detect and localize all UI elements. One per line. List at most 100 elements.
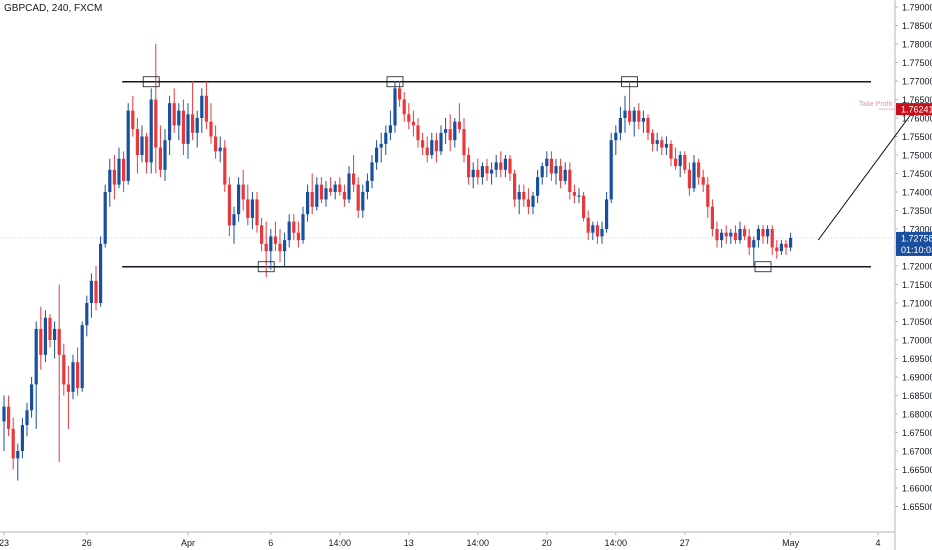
candle-body: [605, 199, 609, 229]
y-tick-label: 1.70500: [902, 317, 932, 327]
candle-body: [283, 240, 287, 252]
candle-body: [660, 140, 664, 148]
candle-body: [407, 114, 411, 122]
candle-body: [384, 132, 388, 144]
candle-body: [214, 136, 218, 152]
candle-body: [301, 214, 305, 241]
candle-body: [398, 88, 402, 100]
candle-body: [126, 110, 130, 181]
candle-body: [664, 143, 668, 148]
y-tick-label: 1.72000: [902, 262, 932, 272]
candle-body: [402, 99, 406, 115]
candle-body: [131, 110, 135, 130]
candle-body: [310, 192, 314, 207]
candle-body: [209, 121, 213, 137]
candle-body: [614, 132, 618, 141]
candle-body: [752, 240, 756, 248]
candle-body: [273, 236, 277, 244]
x-tick-label: 23: [0, 538, 9, 548]
y-tick-label: 1.67500: [902, 428, 932, 438]
candle-body: [457, 121, 461, 130]
y-tick-label: 1.73000: [902, 225, 932, 235]
y-tick-label: 1.67000: [902, 447, 932, 457]
candle-body: [338, 184, 342, 192]
candle-body: [545, 158, 549, 167]
y-tick-label: 1.77500: [902, 58, 932, 68]
candle-body: [674, 158, 678, 167]
x-tick-label: 4: [875, 538, 880, 548]
candle-body: [485, 166, 489, 174]
candle-body: [89, 280, 93, 303]
candle-body: [347, 173, 351, 200]
candle-body: [255, 199, 259, 226]
candle-body: [692, 162, 696, 189]
candle-body: [536, 177, 540, 196]
candle-body: [531, 195, 535, 207]
countdown-label: 01:10:03: [901, 245, 932, 255]
candle-body: [618, 118, 622, 133]
candle-body: [678, 155, 682, 167]
candle-body: [76, 362, 80, 389]
candle-body: [632, 110, 636, 122]
x-tick-label: 27: [680, 538, 690, 548]
candle-body: [66, 384, 70, 392]
candle-body: [628, 110, 632, 122]
candle-body: [701, 177, 705, 185]
candle-body: [494, 162, 498, 170]
candle-body: [122, 158, 126, 181]
candle-body: [789, 237, 793, 248]
candle-body: [743, 229, 747, 237]
candle-body: [191, 114, 195, 133]
candle-body: [168, 103, 172, 141]
candle-body: [467, 155, 471, 178]
candle-body: [724, 232, 728, 237]
current-price-tag: [896, 231, 932, 256]
candle-body: [315, 184, 319, 207]
candle-body: [218, 147, 222, 152]
candle-body: [329, 188, 333, 192]
candle-body: [108, 169, 112, 192]
candle-body: [135, 129, 139, 155]
candle-body: [411, 121, 415, 126]
candle-body: [48, 317, 52, 340]
candle-body: [586, 217, 590, 233]
candle-body: [669, 143, 673, 159]
candle-body: [577, 195, 581, 197]
candle-body: [637, 110, 641, 122]
candle-body: [365, 180, 369, 192]
candle-body: [522, 192, 526, 200]
candle-body: [370, 162, 374, 181]
candle-body: [439, 132, 443, 152]
candle-body: [503, 158, 507, 170]
candle-body: [526, 199, 530, 207]
candle-body: [697, 162, 701, 178]
candle-body: [260, 225, 264, 244]
candle-body: [195, 118, 199, 133]
y-tick-label: 1.66000: [902, 484, 932, 494]
annotation-box: [257, 261, 275, 273]
candle-body: [572, 192, 576, 196]
candle-body: [223, 147, 227, 185]
candle-body: [393, 88, 397, 126]
candle-body: [163, 140, 167, 170]
candle-body: [421, 140, 425, 148]
candle-body: [250, 199, 254, 218]
candle-body: [177, 110, 181, 126]
candle-body: [766, 229, 770, 237]
candle-body: [554, 166, 558, 174]
y-tick-label: 1.71500: [902, 280, 932, 290]
candle-body: [375, 147, 379, 163]
candle-body: [683, 155, 687, 170]
candle-body: [71, 362, 75, 392]
candle-body: [296, 232, 300, 241]
y-tick-label: 1.69000: [902, 373, 932, 383]
target-arrow: [817, 108, 916, 241]
candle-body: [11, 428, 15, 459]
candle-body: [641, 118, 645, 122]
y-tick-label: 1.71000: [902, 299, 932, 309]
candle-body: [278, 243, 282, 252]
x-tick-label: 14:00: [329, 538, 352, 548]
candle-body: [264, 243, 268, 252]
candle-body: [117, 158, 121, 185]
